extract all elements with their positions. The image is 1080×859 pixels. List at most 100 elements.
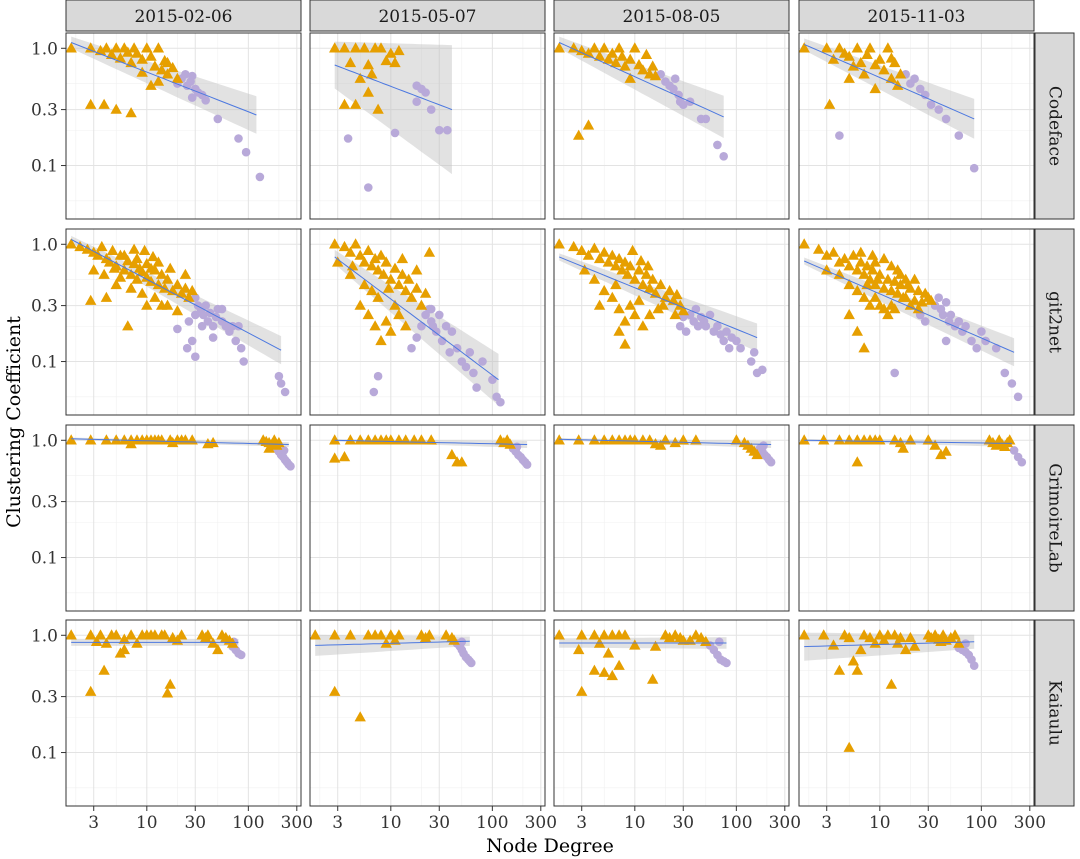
triangle-point-0 xyxy=(329,434,341,445)
triangle-point-22 xyxy=(145,79,157,90)
triangle-point-48 xyxy=(98,268,110,279)
triangle-point-49 xyxy=(114,271,127,282)
circle-point-6 xyxy=(426,105,436,114)
circle-point-18 xyxy=(1013,392,1023,402)
circle-point-3 xyxy=(669,84,678,94)
triangle-point-29 xyxy=(925,294,937,305)
circle-point-6 xyxy=(961,639,970,648)
circle-point-22 xyxy=(191,352,200,362)
triangle-point-53 xyxy=(855,246,867,257)
triangle-point-42 xyxy=(851,325,863,336)
circle-point-5 xyxy=(421,88,430,97)
triangle-point-50 xyxy=(138,244,151,255)
triangle-point-11 xyxy=(385,47,397,58)
triangle-point-27 xyxy=(125,107,137,118)
triangle-point-21 xyxy=(415,299,428,310)
y-tick-label: 0.1 xyxy=(31,353,58,373)
triangle-point-3 xyxy=(582,249,595,260)
triangle-point-0 xyxy=(65,629,77,640)
panel-background xyxy=(554,33,789,219)
circle-point-19 xyxy=(478,357,487,366)
y-tick-label: 0.3 xyxy=(31,297,58,317)
triangle-point-15 xyxy=(393,278,405,290)
triangle-point-34 xyxy=(372,291,384,302)
circle-point-13 xyxy=(241,147,251,157)
triangle-point-48 xyxy=(912,303,925,314)
triangle-point-6 xyxy=(843,260,855,271)
triangle-point-17 xyxy=(882,273,894,284)
triangle-point-39 xyxy=(396,252,409,264)
y-tick-label: 0.1 xyxy=(31,157,58,177)
triangle-point-32 xyxy=(858,291,870,302)
triangle-point-25 xyxy=(369,320,381,331)
circle-point-9 xyxy=(954,131,964,140)
circle-point-10 xyxy=(187,93,197,102)
confidence-band xyxy=(804,38,975,139)
triangle-point-4 xyxy=(354,72,366,83)
triangle-point-21 xyxy=(164,678,176,689)
panel-git2net-2015-02-06: 1.0 0.3 0.1 xyxy=(31,228,302,416)
y-axis-title: Clustering Coefficient xyxy=(3,316,25,528)
triangle-point-11 xyxy=(118,264,130,275)
triangle-point-26 xyxy=(671,288,683,300)
circle-point-24 xyxy=(417,321,426,331)
panel-GrimoireLab-2015-05-07 xyxy=(309,424,546,612)
triangle-point-3 xyxy=(349,238,362,249)
triangle-point-13 xyxy=(621,268,634,279)
triangle-point-15 xyxy=(629,273,641,284)
triangle-point-11 xyxy=(118,633,130,644)
fit-line xyxy=(559,256,758,339)
panel-border xyxy=(309,228,546,416)
triangle-point-15 xyxy=(167,436,179,448)
triangle-point-37 xyxy=(633,294,645,305)
panel-Kaiaulu-2015-02-06: 1.0 0.3 0.1 3 10 30 100 300 xyxy=(31,619,313,833)
triangle-point-23 xyxy=(885,52,898,63)
triangle-point-17 xyxy=(889,629,901,640)
panel-border xyxy=(65,424,302,612)
x-tick-label: 10 xyxy=(869,813,891,833)
panel-GrimoireLab-2015-02-06: 1.0 0.3 0.1 xyxy=(31,424,302,612)
circle-point-6 xyxy=(946,310,956,320)
row-strip-label-0: Codeface xyxy=(1045,86,1065,166)
triangle-point-3 xyxy=(598,434,610,445)
panel-border xyxy=(798,228,1035,416)
triangle-point-39 xyxy=(889,303,901,314)
triangle-point-0 xyxy=(65,238,77,249)
triangle-point-44 xyxy=(843,308,855,320)
circle-point-10 xyxy=(701,114,711,124)
triangle-point-6 xyxy=(114,52,127,63)
circle-point-0 xyxy=(1009,446,1019,455)
triangle-point-17 xyxy=(940,445,952,456)
triangle-point-2 xyxy=(833,434,846,445)
triangle-point-21 xyxy=(207,436,219,448)
triangle-point-10 xyxy=(858,629,870,640)
triangle-point-12 xyxy=(619,60,631,71)
triangle-point-0 xyxy=(798,434,810,445)
panel-Codeface-2015-05-07 xyxy=(309,32,546,220)
triangle-point-19 xyxy=(647,60,659,71)
circle-point-15 xyxy=(472,383,481,392)
circle-point-21 xyxy=(941,336,951,346)
y-tick-label: 1.0 xyxy=(31,39,58,59)
y-tick-label: 0.3 xyxy=(31,688,58,708)
triangle-point-1 xyxy=(338,42,351,53)
triangle-point-20 xyxy=(161,687,174,698)
triangle-point-28 xyxy=(179,282,192,293)
triangle-point-59 xyxy=(902,278,914,290)
circle-point-13 xyxy=(724,343,734,353)
triangle-point-21 xyxy=(894,278,907,290)
circle-point-21 xyxy=(182,343,192,353)
triangle-point-1 xyxy=(568,240,580,252)
triangle-point-19 xyxy=(405,291,418,302)
triangle-point-22 xyxy=(655,278,667,290)
circle-point-18 xyxy=(197,321,207,331)
triangle-point-17 xyxy=(400,284,412,296)
triangle-point-43 xyxy=(669,308,681,320)
triangle-point-18 xyxy=(640,268,653,279)
triangle-point-5 xyxy=(593,252,606,264)
triangle-point-47 xyxy=(88,264,100,275)
triangle-point-17 xyxy=(640,48,653,59)
circle-point-9 xyxy=(279,446,289,455)
triangle-point-17 xyxy=(649,640,662,651)
panel-git2net-2015-08-05 xyxy=(553,228,790,416)
